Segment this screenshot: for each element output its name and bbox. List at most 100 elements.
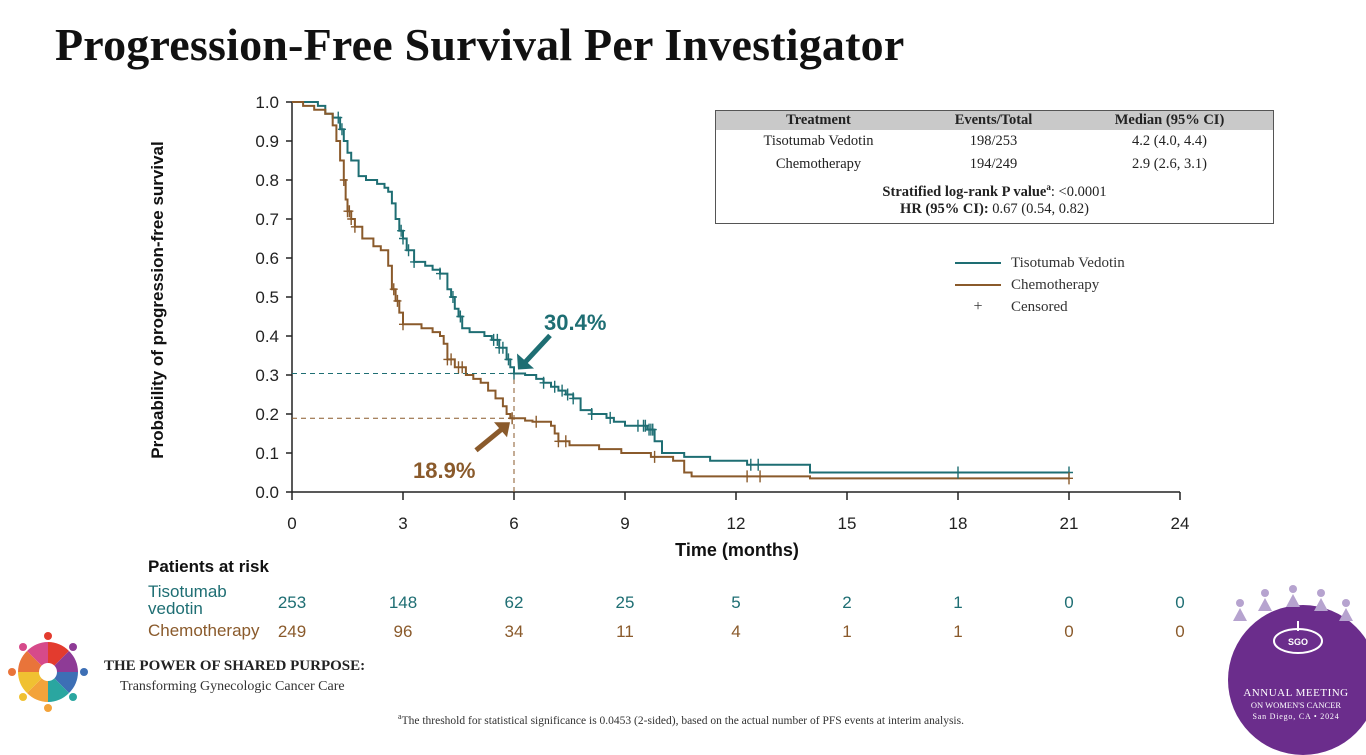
- sgo-line-2: ON WOMEN'S CANCER: [1250, 700, 1342, 710]
- censor-mark: [399, 232, 407, 245]
- censor-mark: [587, 408, 596, 420]
- stats-table: Treatment Events/Total Median (95% CI) T…: [715, 110, 1274, 224]
- arrow-tv: [522, 333, 552, 366]
- brand-title: THE POWER OF SHARED PURPOSE:: [104, 658, 366, 674]
- x-tick-label: 9: [620, 514, 629, 533]
- censor-mark: [493, 333, 502, 346]
- header-median: Median (95% CI): [1114, 112, 1225, 128]
- censor-mark: [347, 213, 356, 225]
- censor-mark: [746, 458, 755, 471]
- censor-mark: [1065, 472, 1073, 485]
- censor-mark: [650, 450, 659, 463]
- censor-mark: [954, 466, 962, 479]
- risk-count-chemo: 34: [504, 622, 524, 641]
- legend-swatch-tv: [955, 262, 1001, 264]
- censor-mark: [410, 255, 419, 268]
- y-tick-label: 0.6: [255, 249, 279, 268]
- censor-mark: [563, 388, 572, 401]
- y-tick-label: 0.9: [255, 132, 279, 151]
- header-events: Events/Total: [954, 112, 1033, 128]
- censor-mark: [648, 423, 657, 436]
- row-events: 194/249: [969, 156, 1018, 172]
- y-tick-label: 1.0: [255, 93, 279, 112]
- legend-swatch-chemo: [955, 284, 1001, 286]
- censor-mark: [436, 267, 444, 280]
- censor-mark: [504, 353, 513, 366]
- landmark-label-chemo: 18.9%: [413, 458, 476, 483]
- x-tick-label: 18: [949, 514, 968, 533]
- x-axis-label: Time (months): [675, 540, 799, 560]
- y-tick-label: 0.7: [255, 210, 279, 229]
- arrow-chemo: [474, 425, 506, 453]
- censor-mark: [539, 376, 548, 389]
- censor-mark: [550, 380, 559, 393]
- censor-mark: [456, 310, 465, 323]
- pvalue-label: Stratified log-rank P value: [882, 183, 1047, 200]
- footnote: aThe threshold for statistical significa…: [398, 712, 964, 727]
- risk-count-tv: 62: [504, 593, 524, 612]
- row-median: 4.2 (4.0, 4.4): [1132, 133, 1207, 149]
- shared-purpose-logo-icon: [8, 632, 88, 712]
- chart-legend: Tisotumab Vedotin Chemotherapy + Censore…: [955, 252, 1125, 318]
- censor-mark: [334, 111, 343, 124]
- landmark-label-tv: 30.4%: [544, 310, 607, 335]
- x-tick-label: 24: [1171, 514, 1190, 533]
- censor-mark: [554, 435, 563, 448]
- y-tick-label: 0.4: [255, 327, 279, 346]
- x-tick-label: 0: [287, 514, 296, 533]
- censor-mark: [393, 294, 402, 307]
- censor-mark: [389, 283, 398, 296]
- stats-row-chemo: Chemotherapy 194/249 2.9 (2.6, 3.1): [716, 153, 1273, 176]
- risk-count-tv: 5: [731, 593, 741, 612]
- censor-mark: [337, 123, 346, 136]
- slide-title: Progression-Free Survival Per Investigat…: [55, 19, 905, 70]
- risk-count-tv: 0: [1064, 593, 1074, 612]
- risk-count-chemo: 249: [277, 622, 307, 641]
- risk-count-tv: 1: [953, 593, 963, 612]
- censor-mark: [508, 412, 517, 425]
- censor-mark: [498, 341, 507, 354]
- risk-count-tv: 0: [1175, 593, 1185, 612]
- censor-mark: [345, 205, 354, 218]
- arrowhead-tv: [517, 353, 534, 370]
- y-tick-label: 0.2: [255, 405, 279, 424]
- footnote-sup: a: [398, 712, 402, 721]
- km-curve-chemo: [292, 101, 1069, 480]
- censor-mark: [350, 220, 359, 233]
- pvalue-value: : <0.0001: [1050, 183, 1107, 200]
- risk-count-chemo: 11: [616, 622, 634, 641]
- hr-value: 0.67 (0.54, 0.82): [988, 201, 1089, 217]
- risk-count-tv: 2: [842, 593, 852, 612]
- km-chart: 0.0 0.1 0.2 0.3 0.4 0.5 0.6 0.7 0.8 0.9 1.0 0 3 6 9 12 1…: [148, 93, 1190, 560]
- censor-mark: [532, 415, 541, 428]
- censor-mark: [399, 318, 407, 331]
- y-tick-label: 0.0: [255, 483, 279, 502]
- legend-item-tv: Tisotumab Vedotin: [955, 252, 1125, 274]
- risk-count-chemo: 96: [393, 622, 413, 641]
- censor-mark: [339, 174, 348, 186]
- risk-count-chemo: 1: [953, 622, 963, 641]
- risk-label-chemo: Chemotherapy: [148, 621, 260, 640]
- censor-mark: [606, 411, 615, 424]
- y-tick-label: 0.5: [255, 288, 279, 307]
- header-treatment: Treatment: [786, 112, 851, 128]
- sgo-mark-label: SGO: [1287, 637, 1308, 647]
- row-events: 198/253: [969, 133, 1018, 149]
- sgo-logo-icon: [1273, 621, 1323, 654]
- censor-mark: [743, 470, 752, 483]
- risk-count-chemo: 0: [1175, 622, 1185, 641]
- censor-mark: [756, 470, 765, 483]
- risk-count-tv: 148: [388, 593, 418, 612]
- legend-label-censored: Censored: [1011, 298, 1068, 315]
- brand-subtitle: Transforming Gynecologic Cancer Care: [120, 679, 345, 694]
- sgo-badge: SGO ANNUAL MEETING ON WOMEN'S CANCER San…: [1220, 583, 1366, 755]
- censor-mark: [447, 353, 456, 366]
- risk-count-chemo: 1: [842, 622, 852, 641]
- hr-line: HR (95% CI): 0.67 (0.54, 0.82): [716, 198, 1273, 220]
- censor-plus-icon: +: [973, 298, 983, 315]
- legend-item-chemo: Chemotherapy: [955, 274, 1125, 296]
- censor-mark: [397, 224, 406, 237]
- censor-mark: [569, 392, 578, 405]
- y-axis-label: Probability of progression-free survival: [148, 141, 167, 458]
- risk-count-tv: 25: [615, 593, 635, 612]
